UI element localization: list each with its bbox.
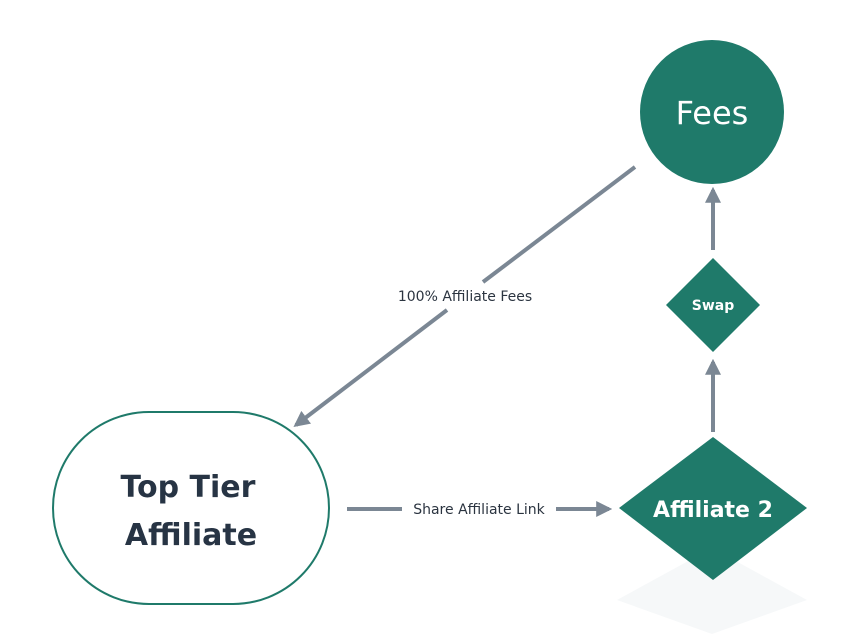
- node-swap[interactable]: Swap: [666, 258, 760, 352]
- fees-label: Fees: [676, 94, 749, 132]
- node-top-tier-affiliate[interactable]: Top Tier Affiliate: [52, 411, 330, 605]
- node-fees[interactable]: Fees: [640, 40, 784, 184]
- fees-circle: [640, 40, 784, 184]
- edge-top-tier-to-affiliate2-label: Share Affiliate Link: [413, 502, 545, 518]
- top-tier-shape: [52, 411, 330, 605]
- top-tier-label-line2: Affiliate: [125, 518, 257, 553]
- top-tier-label-line1: Top Tier: [121, 470, 256, 505]
- node-affiliate-2[interactable]: Affiliate 2: [619, 437, 807, 580]
- affiliate-2-label: Affiliate 2: [653, 498, 773, 523]
- edge-fees-to-top-tier-label: 100% Affiliate Fees: [398, 289, 532, 305]
- node-shadow: [617, 548, 807, 634]
- edge-fees-to-top-tier-segment-1: [481, 165, 637, 284]
- edge-fees-to-top-tier-segment-2: [293, 308, 449, 427]
- edge-top-tier-to-affiliate2: Share Affiliate Link: [347, 501, 613, 518]
- edge-fees-to-top-tier: 100% Affiliate Fees: [293, 165, 637, 427]
- affiliate-2-diamond: [619, 437, 807, 580]
- swap-diamond: [666, 258, 760, 352]
- swap-label: Swap: [692, 298, 735, 314]
